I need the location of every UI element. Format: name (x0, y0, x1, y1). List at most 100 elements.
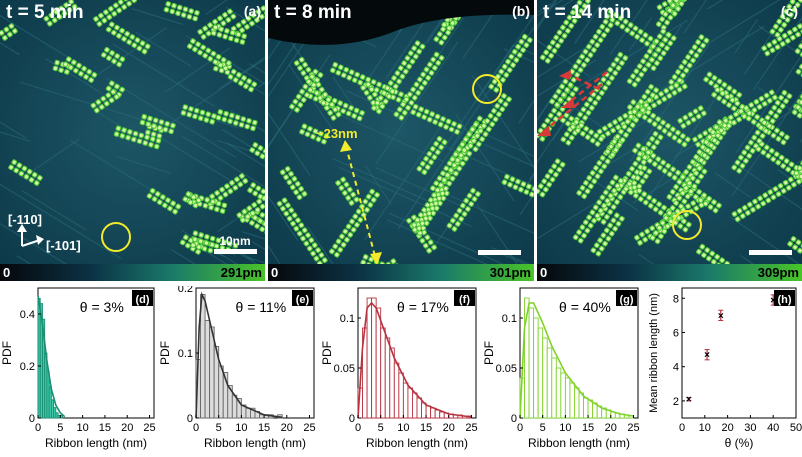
plot-area (682, 288, 796, 418)
x-tick-label: 15 (582, 422, 594, 434)
histogram-bar (435, 410, 440, 418)
histogram-bar (426, 406, 431, 418)
x-axis-label: Ribbon length (nm) (528, 436, 630, 450)
x-tick-label: 5 (216, 422, 222, 434)
panel-label: (b) (512, 3, 530, 19)
y-tick-label: 4 (673, 362, 679, 374)
y-tick-label: 0.2 (20, 361, 35, 373)
histogram-bar (543, 338, 548, 418)
panel-label: (d) (135, 294, 149, 306)
stm-image-c (537, 0, 802, 264)
direction-label-110: [-110] (8, 212, 42, 227)
histogram-bar (561, 373, 566, 418)
histogram-bar (538, 328, 543, 418)
colorbar-max: 291pm (221, 264, 262, 281)
stm-image-b: ~23nm (268, 0, 534, 264)
coverage-annotation: θ = 3% (80, 299, 124, 315)
panel-label: (e) (296, 294, 310, 306)
x-tick-label: 20 (721, 422, 733, 434)
width-annotation: ~23nm (316, 126, 358, 141)
x-tick-label: 10 (76, 422, 88, 434)
colorbar-min: 0 (3, 264, 10, 281)
x-tick-label: 10 (559, 422, 571, 434)
x-axis-label: θ (%) (725, 436, 754, 450)
histogram-bar (372, 298, 377, 418)
histogram-bar (417, 398, 422, 418)
histogram-bar (210, 327, 215, 418)
y-tick-label: 0.05 (334, 363, 355, 375)
x-tick-label: 20 (605, 422, 617, 434)
time-label: t = 8 min (274, 2, 352, 24)
scale-bar (478, 250, 521, 255)
histogram-bar (201, 295, 206, 419)
scale-bar (214, 249, 257, 254)
x-tick-label: 5 (57, 422, 63, 434)
data-point: × (718, 311, 724, 322)
y-tick-label: 0 (511, 413, 517, 425)
x-tick-label: 25 (303, 422, 315, 434)
x-tick-label: 5 (540, 422, 546, 434)
y-axis-label: PDF (320, 341, 334, 365)
colorbar-a: 0 291pm (0, 264, 265, 281)
colorbar-max: 301pm (490, 264, 531, 281)
histogram-bar (547, 348, 552, 418)
direction-label-101: [-101] (46, 238, 81, 253)
histogram-bar (385, 338, 390, 418)
histogram-bar (431, 408, 436, 418)
histogram-bar (565, 378, 570, 418)
coverage-annotation: θ = 11% (236, 299, 287, 315)
x-tick-label: 20 (443, 422, 455, 434)
scale-bar (749, 250, 792, 255)
x-tick-label: 0 (679, 422, 685, 434)
stm-panel-c: t = 14 min (c) (537, 0, 802, 264)
stm-image-a: 10nm [-110] [-101] (0, 0, 265, 264)
panel-label: (a) (244, 3, 261, 19)
x-axis-label: Ribbon length (nm) (45, 436, 147, 450)
y-axis-label: PDF (0, 341, 14, 365)
x-tick-label: 20 (281, 422, 293, 434)
x-tick-label: 0 (35, 422, 41, 434)
coverage-annotation: θ = 17% (397, 299, 449, 315)
y-tick-label: 0.2 (178, 286, 193, 295)
histogram-bar (556, 368, 561, 418)
x-tick-label: 25 (143, 422, 155, 434)
scale-bar-label: 10nm (219, 234, 250, 248)
histogram-bar (574, 388, 579, 418)
histogram-bar (381, 328, 386, 418)
histogram-bar (440, 412, 445, 418)
stm-panel-a: 10nm[-110][-101] t = 5 min (a) (0, 0, 265, 264)
x-tick-label: 15 (420, 422, 432, 434)
x-tick-label: 10 (235, 422, 247, 434)
x-tick-label: 30 (744, 422, 756, 434)
x-tick-label: 0 (517, 422, 523, 434)
x-tick-label: 5 (378, 422, 384, 434)
colorbar-min: 0 (271, 264, 278, 281)
histogram-bar (205, 321, 210, 419)
x-tick-label: 15 (258, 422, 270, 434)
histogram-bar (394, 363, 399, 418)
y-axis-label: Mean ribbon length (nm) (648, 293, 660, 413)
colorbar-min: 0 (540, 264, 547, 281)
histogram-bar (534, 318, 539, 418)
y-tick-label: 0.05 (496, 363, 517, 375)
panel-label: (g) (619, 294, 633, 306)
histogram-bar (219, 366, 224, 418)
x-tick-label: 40 (767, 422, 779, 434)
histogram-bar (529, 308, 534, 418)
y-tick-label: 0 (349, 413, 355, 425)
x-tick-label: 10 (699, 422, 711, 434)
x-tick-label: 25 (465, 422, 477, 434)
data-point: × (686, 395, 692, 406)
histogram-bar (570, 383, 575, 418)
histogram-bar (584, 398, 589, 418)
panel-label: (c) (781, 3, 798, 19)
histogram-bar (588, 400, 593, 418)
